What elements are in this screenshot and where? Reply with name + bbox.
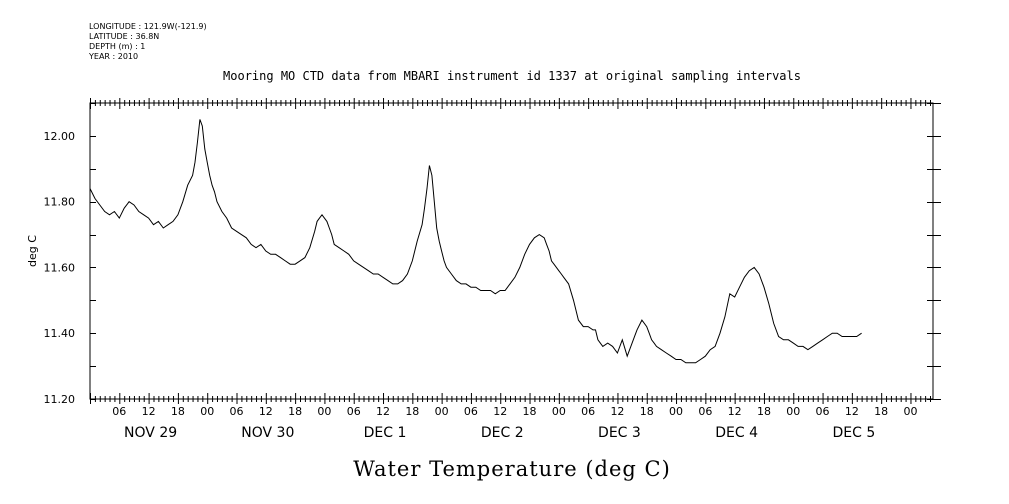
- x-axis-label: Water Temperature (deg C): [353, 457, 671, 481]
- x-tick-label: 00: [786, 405, 800, 418]
- x-tick-label: 00: [669, 405, 683, 418]
- chart-title: Mooring MO CTD data from MBARI instrumen…: [223, 69, 801, 83]
- plot-frame: [89, 102, 934, 400]
- day-label: DEC 5: [832, 425, 875, 441]
- x-tick-label: 18: [288, 405, 302, 418]
- y-tick-label: 12.00: [44, 130, 76, 143]
- x-tick-label: 18: [640, 405, 654, 418]
- day-label: NOV 29: [124, 425, 177, 441]
- day-label: NOV 30: [241, 425, 294, 441]
- x-tick-label: 18: [757, 405, 771, 418]
- day-label: DEC 4: [715, 425, 758, 441]
- x-tick-label: 12: [142, 405, 156, 418]
- x-tick-label: 12: [493, 405, 507, 418]
- x-tick-label: 12: [259, 405, 273, 418]
- y-tick-label: 11.80: [44, 196, 76, 209]
- x-tick-label: 12: [376, 405, 390, 418]
- x-tick-label: 12: [728, 405, 742, 418]
- x-tick-label: 00: [317, 405, 331, 418]
- x-tick-label: 06: [112, 405, 126, 418]
- x-tick-label: 06: [816, 405, 830, 418]
- latitude-text: LATITUDE : 36.8N: [89, 32, 160, 41]
- x-tick-label: 06: [698, 405, 712, 418]
- x-tick-label: 00: [200, 405, 214, 418]
- x-tick-label: 06: [581, 405, 595, 418]
- x-tick-label: 06: [347, 405, 361, 418]
- x-tick-label: 18: [405, 405, 419, 418]
- y-tick-label: 11.20: [44, 393, 76, 406]
- longitude-text: LONGITUDE : 121.9W(-121.9): [89, 22, 207, 31]
- x-tick-label: 00: [552, 405, 566, 418]
- x-tick-label: 06: [230, 405, 244, 418]
- x-tick-label: 00: [435, 405, 449, 418]
- x-tick-label: 06: [464, 405, 478, 418]
- day-label: DEC 3: [598, 425, 641, 441]
- depth-text: DEPTH (m) : 1: [89, 42, 146, 51]
- day-label: DEC 2: [481, 425, 524, 441]
- x-tick-label: 00: [903, 405, 917, 418]
- x-tick-label: 12: [610, 405, 624, 418]
- x-tick-label: 18: [523, 405, 537, 418]
- axis-labels: 06 12 18 00 06 12 18 00 06 12 18 00 06 12 18 00 06 12 18 00…: [44, 130, 918, 441]
- x-tick-label: 12: [845, 405, 859, 418]
- y-tick-label: 11.40: [44, 327, 76, 340]
- axis-ticks: [90, 98, 941, 404]
- year-text: YEAR : 2010: [89, 52, 139, 61]
- y-axis-label: deg C: [26, 235, 39, 267]
- y-tick-label: 11.60: [44, 261, 76, 274]
- day-label: DEC 1: [364, 425, 407, 441]
- x-tick-label: 18: [874, 405, 888, 418]
- x-tick-label: 18: [171, 405, 185, 418]
- mooring-metadata: LONGITUDE : 121.9W(-121.9) LATITUDE : 36…: [89, 22, 207, 62]
- temperature-series-line: [89, 119, 862, 364]
